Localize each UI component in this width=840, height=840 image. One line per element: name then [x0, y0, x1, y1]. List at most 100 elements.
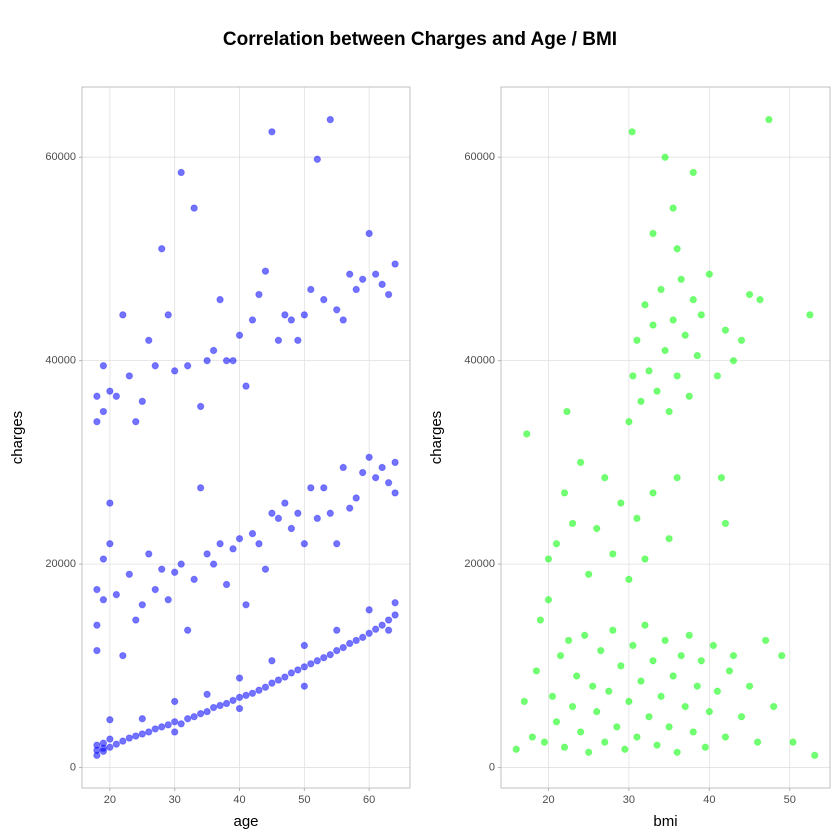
point	[203, 550, 211, 558]
point	[649, 321, 657, 329]
point	[665, 723, 673, 731]
point	[391, 599, 399, 607]
point	[203, 707, 211, 716]
point	[216, 701, 224, 710]
point	[170, 728, 179, 736]
point	[177, 560, 185, 568]
point	[689, 295, 697, 304]
point	[806, 311, 814, 319]
point	[685, 392, 693, 400]
point	[132, 732, 140, 740]
point	[242, 382, 250, 390]
point	[352, 636, 360, 645]
point	[138, 601, 146, 609]
point	[625, 697, 633, 706]
point	[576, 728, 585, 736]
point	[125, 372, 134, 380]
point	[268, 679, 276, 687]
point	[268, 657, 276, 665]
point	[138, 730, 146, 738]
point	[617, 662, 625, 670]
y-axis-title: charges	[428, 411, 445, 464]
point	[584, 570, 593, 578]
point	[391, 260, 399, 268]
point	[170, 697, 179, 706]
point	[216, 295, 224, 304]
point	[268, 509, 276, 517]
point	[307, 285, 315, 294]
point	[222, 356, 231, 365]
point	[371, 473, 380, 482]
point	[93, 741, 101, 749]
point	[778, 651, 786, 660]
point	[548, 692, 557, 701]
point	[384, 616, 393, 624]
point	[512, 745, 520, 753]
point	[811, 751, 819, 760]
x-tick-label: 50	[298, 794, 310, 806]
point	[641, 301, 649, 309]
point	[365, 606, 373, 614]
point	[633, 336, 641, 345]
point	[391, 458, 399, 467]
x-tick-label: 30	[169, 794, 181, 806]
point	[235, 674, 244, 682]
point	[177, 720, 185, 728]
point	[235, 693, 244, 702]
point	[255, 290, 263, 299]
point	[294, 509, 302, 517]
point	[119, 651, 127, 660]
point	[589, 682, 597, 690]
point	[261, 565, 270, 573]
point	[99, 596, 108, 604]
point	[190, 575, 198, 584]
point	[761, 636, 770, 645]
point	[725, 667, 734, 675]
point	[689, 168, 697, 177]
point	[645, 712, 653, 721]
point	[665, 534, 673, 543]
point	[281, 499, 289, 507]
point	[673, 372, 681, 380]
point	[242, 691, 250, 700]
point	[633, 733, 641, 741]
point	[339, 463, 347, 472]
point	[568, 702, 577, 711]
point	[653, 387, 661, 395]
point	[705, 707, 714, 716]
point	[745, 682, 754, 690]
point	[190, 712, 198, 721]
point	[229, 545, 237, 553]
point	[717, 473, 726, 482]
point	[333, 646, 341, 655]
point	[145, 550, 153, 558]
point	[371, 270, 380, 278]
point	[93, 585, 101, 594]
point	[564, 636, 573, 645]
point	[106, 499, 114, 507]
point	[274, 676, 283, 684]
point	[125, 734, 134, 742]
point	[358, 275, 367, 283]
point	[609, 626, 617, 634]
point	[523, 430, 531, 438]
point	[93, 621, 101, 629]
point	[613, 723, 621, 731]
point	[673, 473, 681, 482]
point	[326, 650, 334, 659]
point	[693, 351, 701, 360]
point	[333, 540, 341, 548]
point	[190, 204, 198, 212]
y-axis-title: charges	[9, 411, 26, 464]
point	[313, 657, 322, 665]
point	[536, 616, 545, 624]
y-tick-label: 0	[489, 761, 495, 773]
point	[378, 621, 386, 629]
point	[609, 550, 617, 558]
point	[637, 397, 645, 406]
point	[641, 621, 649, 629]
point	[721, 519, 730, 528]
point	[125, 570, 134, 578]
point	[183, 626, 192, 634]
point	[556, 651, 565, 660]
